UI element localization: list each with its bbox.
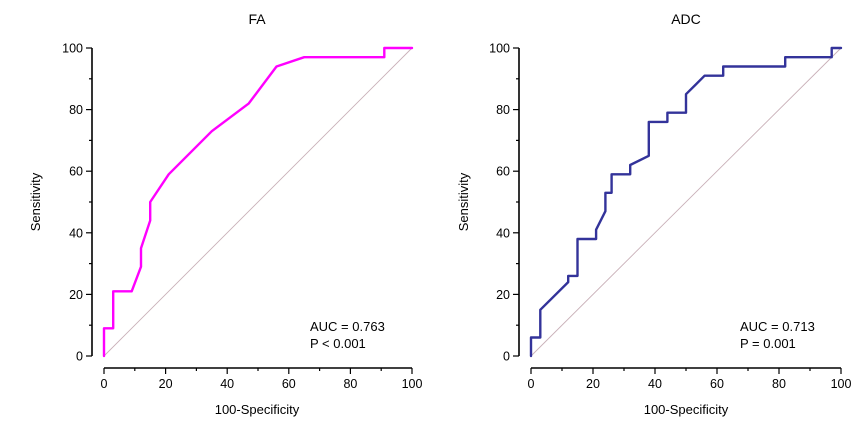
fa-y-tick-label: 20 — [69, 288, 83, 302]
fa-x-tick-label: 20 — [159, 377, 173, 391]
fa-x-tick-label: 100 — [402, 377, 423, 391]
fa-x-tick-label: 0 — [101, 377, 108, 391]
adc-y-tick-label: 80 — [496, 103, 510, 117]
adc-auc-label: AUC = 0.713 — [740, 319, 815, 334]
adc-y-tick-label: 20 — [496, 288, 510, 302]
fa-y-tick-label: 80 — [69, 103, 83, 117]
fa-x-axis-title: 100-Specificity — [215, 402, 300, 417]
adc-roc-curve — [529, 46, 843, 358]
fa-reference-diagonal — [103, 47, 413, 357]
adc-x-tick-label: 60 — [710, 377, 724, 391]
fa-p-value-label: P < 0.001 — [310, 336, 366, 351]
fa-x-tick-label: 80 — [343, 377, 357, 391]
fa-y-axis-title: Sensitivity — [28, 172, 43, 231]
adc-chart-panel: ADC Sensitivity 100-Specificity AUC = 0.… — [456, 11, 851, 417]
adc-y-tick-label: 40 — [496, 226, 510, 240]
fa-y-tick-label: 60 — [69, 165, 83, 179]
adc-plot-area: 0 20 40 60 80 100 0 20 40 60 80 100 — [489, 42, 851, 392]
adc-x-axis-title: 100-Specificity — [644, 402, 729, 417]
adc-reference-diagonal — [530, 47, 842, 357]
fa-y-tick-label: 0 — [76, 350, 83, 364]
adc-x-tick-label: 100 — [831, 377, 852, 391]
adc-y-tick-label: 0 — [503, 350, 510, 364]
fa-x-tick-label: 40 — [220, 377, 234, 391]
adc-x-tick-label: 40 — [648, 377, 662, 391]
fa-roc-curve — [102, 46, 414, 358]
fa-chart-title: FA — [248, 11, 266, 27]
fa-chart-panel: FA Sensitivity 100-Specificity AUC = 0.7… — [28, 11, 422, 417]
adc-x-tick-label: 80 — [772, 377, 786, 391]
adc-y-axis-title: Sensitivity — [456, 172, 471, 231]
fa-plot-area: 0 20 40 60 80 100 0 20 40 60 80 100 — [62, 42, 422, 392]
adc-x-tick-label: 0 — [528, 377, 535, 391]
adc-x-tick-label: 20 — [586, 377, 600, 391]
adc-y-tick-label: 60 — [496, 165, 510, 179]
adc-y-tick-label: 100 — [489, 42, 510, 56]
fa-y-tick-label: 40 — [69, 226, 83, 240]
fa-y-tick-label: 100 — [62, 42, 83, 56]
fa-x-tick-label: 60 — [282, 377, 296, 391]
adc-chart-title: ADC — [671, 11, 701, 27]
adc-p-value-label: P = 0.001 — [740, 336, 796, 351]
fa-auc-label: AUC = 0.763 — [310, 319, 385, 334]
